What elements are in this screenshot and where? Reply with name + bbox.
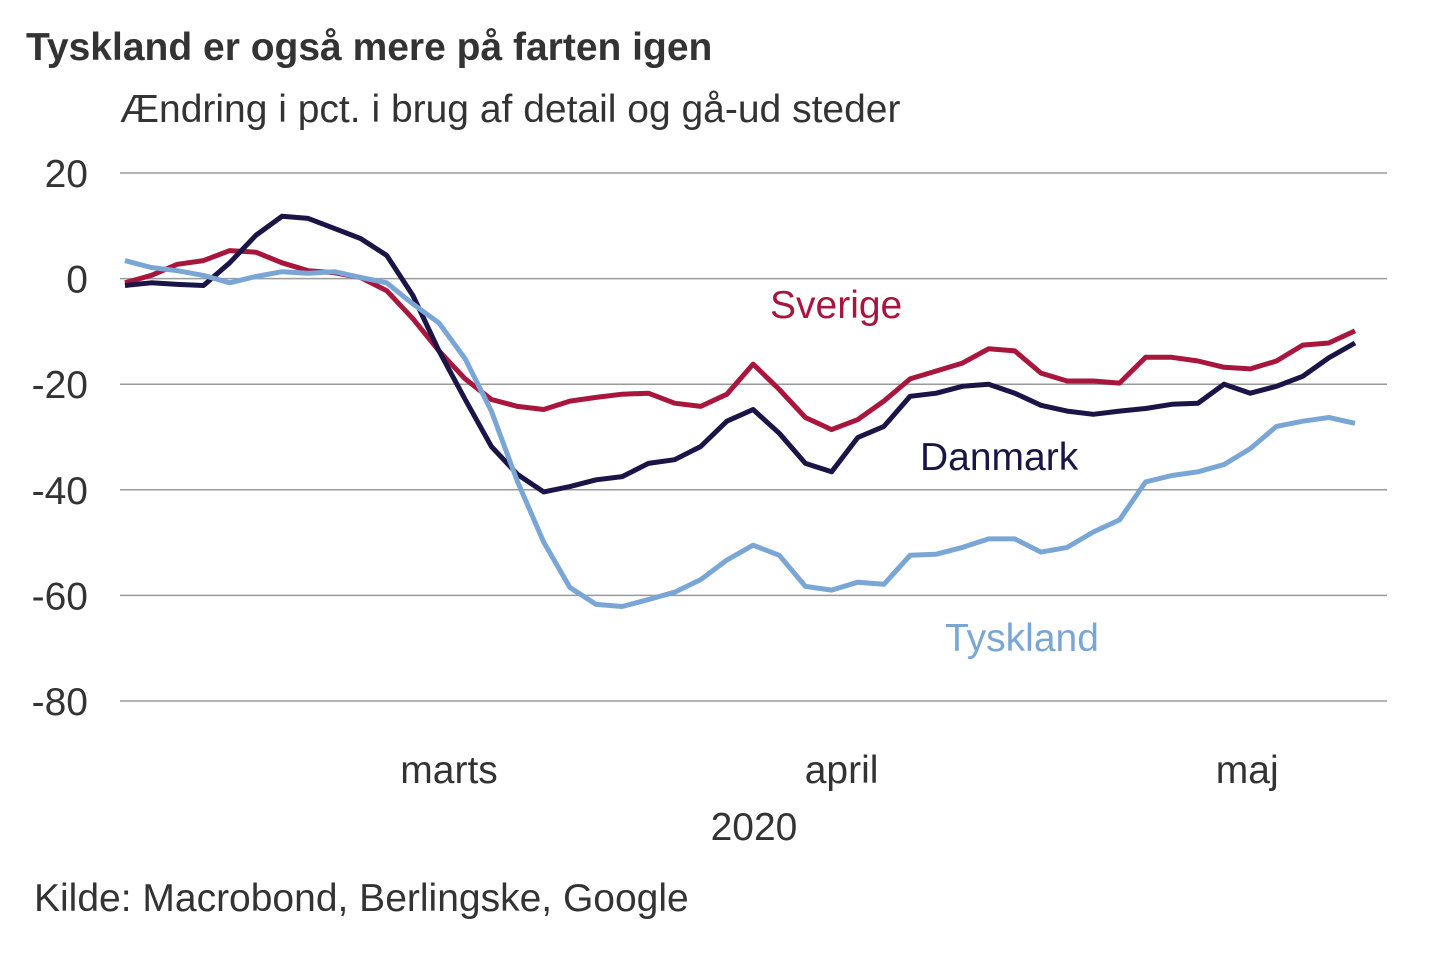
series-label-danmark: Danmark bbox=[920, 436, 1079, 479]
y-tick-label: 0 bbox=[66, 259, 88, 302]
y-tick-label: -80 bbox=[32, 681, 88, 724]
series-label-tyskland: Tyskland bbox=[945, 617, 1099, 660]
y-tick-label: -40 bbox=[32, 470, 88, 513]
x-tick-label: april bbox=[805, 749, 879, 792]
x-axis-label: 2020 bbox=[711, 806, 798, 849]
chart-title: Tyskland er også mere på farten igen bbox=[26, 26, 713, 69]
x-tick-label: maj bbox=[1216, 749, 1279, 792]
series-label-sverige: Sverige bbox=[770, 284, 902, 327]
series-line-tyskland bbox=[124, 258, 1356, 609]
series-line-danmark bbox=[124, 213, 1357, 495]
source-note: Kilde: Macrobond, Berlingske, Google bbox=[34, 877, 689, 920]
y-tick-label: -60 bbox=[32, 575, 88, 618]
y-tick-label: 20 bbox=[45, 153, 88, 196]
y-tick-label: -20 bbox=[32, 364, 88, 407]
chart-subtitle: Ændring i pct. i brug af detail og gå-ud… bbox=[120, 88, 901, 131]
x-tick-label: marts bbox=[400, 749, 498, 792]
